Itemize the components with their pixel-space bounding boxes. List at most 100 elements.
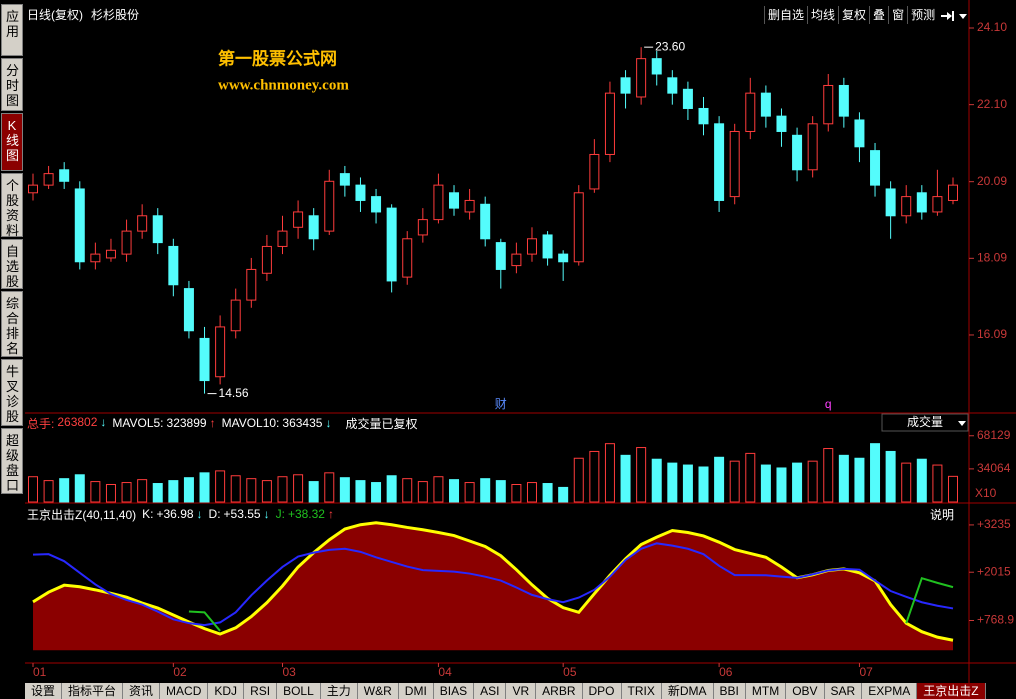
candle-body — [948, 184, 958, 201]
annotation-label: 14.56 — [219, 386, 249, 400]
volume-bar — [792, 462, 803, 503]
bottom-tab[interactable]: 王京出击Z — [917, 683, 986, 699]
candle-body — [573, 192, 584, 263]
candle-body — [885, 188, 896, 217]
candle-body — [760, 92, 771, 117]
volume-bar — [121, 482, 132, 503]
bottom-tab[interactable]: DMI — [398, 683, 434, 699]
annotation-label: 23.60 — [655, 39, 685, 53]
bottom-tab[interactable]: MACD — [160, 683, 209, 699]
bottom-tab[interactable]: VR — [506, 683, 537, 699]
bottom-tab[interactable]: RSI — [244, 683, 278, 699]
stock-name: 杉杉股份 — [91, 8, 139, 22]
dropdown-icon[interactable] — [958, 421, 966, 426]
toolbar-button[interactable]: 叠 — [869, 6, 888, 24]
toolbar-button[interactable]: 删自选 — [764, 6, 807, 24]
sidebar-tab[interactable]: K线图 — [1, 113, 23, 171]
toolbar-icons[interactable] — [941, 11, 967, 21]
volume-bar — [760, 464, 771, 503]
candle-body — [137, 215, 148, 232]
sidebar-tab[interactable]: 综合排名 — [1, 291, 23, 357]
volume-bar — [573, 457, 584, 503]
bottom-tab[interactable]: ASI — [474, 683, 507, 699]
bottom-tab[interactable]: DPO — [582, 683, 622, 699]
toolbar-button[interactable]: 窗 — [888, 6, 907, 24]
candle-body — [199, 337, 210, 382]
indicator: D: +53.55 ↓ — [209, 507, 270, 521]
indicator-arrow: ↑ — [327, 507, 334, 521]
volume-bar — [932, 464, 943, 503]
candle-body — [277, 230, 288, 247]
indicator-line — [188, 610, 221, 632]
volume-bar — [308, 481, 319, 503]
volume-bar — [433, 476, 444, 503]
bottom-tab[interactable]: SAR — [824, 683, 863, 699]
sidebar-tab[interactable]: 个股资料 — [1, 173, 23, 238]
volume-bar — [152, 483, 163, 503]
selector[interactable]: 成交量 — [907, 414, 943, 429]
volume-bar — [776, 467, 787, 503]
sidebar-tab[interactable]: 超级盘口 — [1, 428, 23, 494]
candle-body — [121, 230, 132, 255]
bottom-tab[interactable]: TRIX — [621, 683, 662, 699]
volume-bar — [355, 480, 366, 503]
sidebar-tab[interactable]: 牛叉诊股 — [1, 359, 23, 426]
indicator: MAVOL5: 323899 ↑ — [112, 416, 215, 430]
candle-body — [729, 130, 740, 198]
bottom-tab[interactable]: BOLL — [277, 683, 321, 699]
indicator-line — [32, 542, 954, 627]
y-tick-label: +2015 — [977, 564, 1011, 578]
y-tick-label: 24.10 — [977, 20, 1007, 34]
volume-bar — [870, 443, 881, 503]
bottom-tab[interactable]: KDJ — [208, 683, 245, 699]
icon[interactable] — [959, 14, 967, 19]
candle-body — [324, 180, 335, 232]
indicator-arrow: ↓ — [100, 414, 107, 429]
candle-body — [667, 77, 678, 94]
volume-bar — [402, 478, 413, 503]
candle-body — [168, 245, 179, 286]
volume-bar — [105, 484, 116, 503]
sidebar-tab[interactable]: 分时图 — [1, 58, 23, 111]
candle-body — [932, 196, 943, 213]
sidebar-tab[interactable]: 自选股 — [1, 239, 23, 289]
volume-bar — [885, 450, 896, 503]
volume-bar — [651, 458, 662, 503]
bottom-tab[interactable]: EXPMA — [862, 683, 918, 699]
candle-body — [745, 92, 756, 132]
candle-body — [246, 268, 257, 301]
bottom-tab[interactable]: BBI — [713, 683, 746, 699]
volume-header: 总手: 263802 ↓ MAVOL5: 323899 ↑ MAVOL10: 363435 ↓ 成… — [27, 415, 417, 431]
bottom-tab[interactable]: 设置 — [25, 683, 63, 699]
bottom-tab[interactable]: BIAS — [433, 683, 475, 699]
indicator-arrow: ↓ — [325, 416, 332, 430]
volume-bar — [371, 482, 382, 503]
event-marker: q — [825, 397, 832, 411]
candle-body — [682, 88, 693, 109]
bottom-tab[interactable]: MTM — [745, 683, 787, 699]
toolbar-button[interactable]: 均线 — [807, 6, 838, 24]
bottom-tab[interactable]: 主力 — [320, 683, 358, 699]
toolbar-button[interactable]: 预测 — [907, 6, 938, 24]
bottom-tab[interactable]: OBV — [786, 683, 825, 699]
y-tick-label: +768.9 — [977, 613, 1014, 627]
bottom-tab[interactable]: 新DMA — [661, 683, 714, 699]
candle-body — [261, 245, 272, 274]
selector-box[interactable] — [881, 413, 969, 432]
bottom-tab[interactable]: 资讯 — [123, 683, 161, 699]
bottom-tab[interactable]: 指标平台 — [62, 683, 124, 699]
sidebar-tab[interactable]: 应用 — [1, 4, 23, 56]
bottom-tab[interactable]: W&R — [357, 683, 399, 699]
candle-body — [589, 153, 600, 190]
toolbar-button[interactable]: 复权 — [838, 6, 869, 24]
explain-button[interactable]: 说明 — [930, 506, 955, 523]
icon[interactable] — [947, 12, 952, 20]
candle-body — [558, 253, 569, 263]
volume-bar — [667, 462, 678, 503]
candle-body — [339, 173, 350, 186]
bottom-tab[interactable]: ARBR — [536, 683, 583, 699]
volume-note: 成交量已复权 — [345, 416, 418, 431]
indicator-name: K: — [142, 507, 154, 521]
y-tick-label: 22.10 — [977, 97, 1007, 111]
